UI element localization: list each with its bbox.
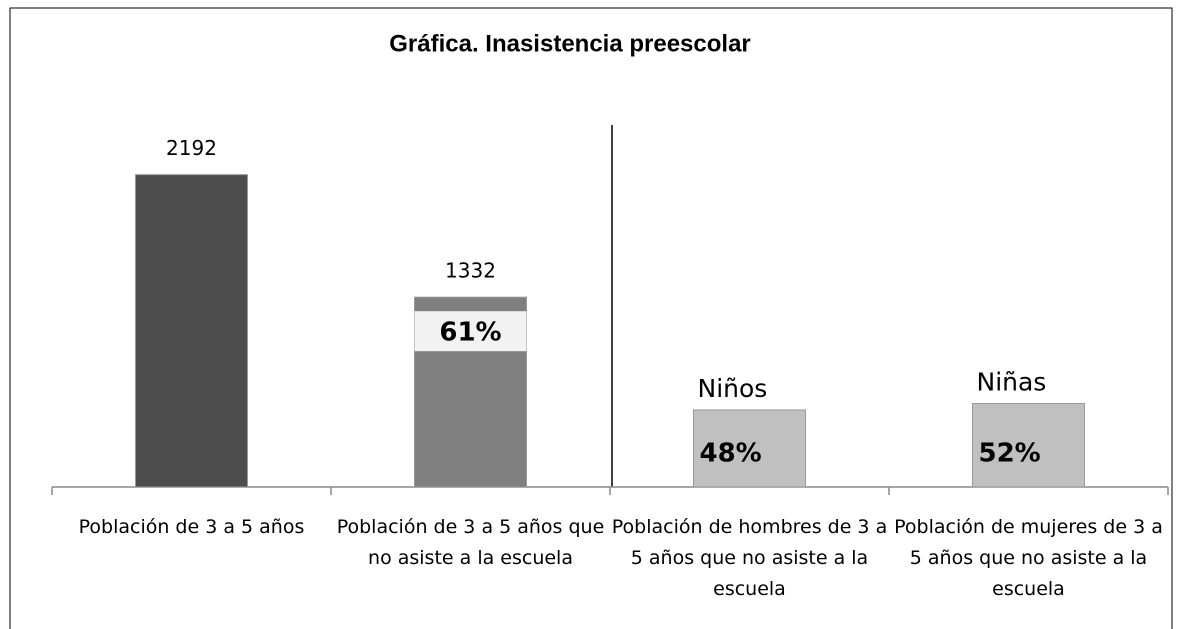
x-tick-label: Población de 3 a 5 años [78,516,305,538]
bar [693,409,806,488]
data-label: 52% [979,439,1041,469]
chart-title: Gráfica. Inasistencia preescolar [389,30,751,57]
x-tick-label: Población de 3 a 5 años que no asiste a … [336,516,605,569]
frame [9,7,1173,629]
data-label: 1332 [445,259,496,283]
data-label: 48% [700,439,762,469]
annotation-box [414,311,527,352]
annotation: 61% [439,318,501,348]
x-tick-label: Población de hombres de 3 a 5 años que n… [611,516,888,600]
bar-name: Niñas [977,368,1047,397]
data-label: 2192 [166,136,217,160]
bar [972,403,1085,488]
x-tick-label: Población de mujeres de 3 a 5 años que n… [894,516,1163,600]
bar-name: Niños [698,374,768,403]
bar [135,174,248,488]
